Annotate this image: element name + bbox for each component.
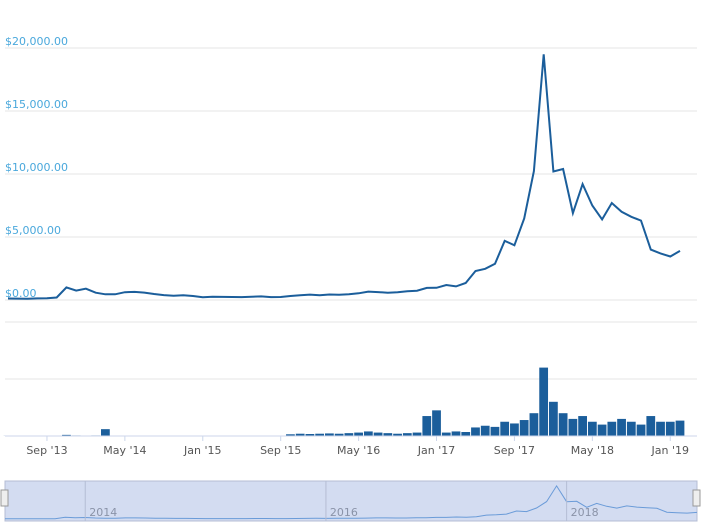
volume-bar [558, 413, 568, 436]
volume-bar [549, 401, 558, 436]
volume-bar [607, 421, 617, 436]
volume-bar [461, 432, 471, 436]
volume-bar [665, 421, 675, 436]
volume-bar [480, 425, 490, 436]
volume-bar [354, 432, 363, 436]
volume-bar [578, 416, 587, 436]
volume-bar [568, 418, 578, 436]
volume-bar [363, 431, 373, 436]
volume-bar [617, 418, 626, 436]
navigator-handle-left[interactable] [0, 489, 9, 507]
navigator-label: 2016 [330, 506, 358, 519]
volume-bar [675, 420, 685, 436]
x-tick-label: Sep '17 [494, 444, 535, 457]
x-tick-label: May '14 [103, 444, 146, 457]
volume-bar [646, 416, 656, 436]
x-tick-label: May '16 [337, 444, 380, 457]
x-tick-label: Sep '15 [260, 444, 301, 457]
x-tick-label: Jan '19 [651, 444, 689, 457]
volume-bar [62, 434, 71, 436]
volume-bar [441, 432, 451, 436]
volume-bar [383, 433, 393, 436]
x-tick-label: Sep '13 [26, 444, 67, 457]
volume-bar [286, 434, 295, 436]
navigator[interactable] [4, 480, 698, 522]
x-tick-label: Jan '15 [183, 444, 221, 457]
volume-bar [373, 432, 383, 436]
volume-bar [422, 416, 432, 436]
volume-bar [305, 434, 315, 436]
volume-bar [315, 433, 325, 436]
y-tick-label: $5,000.00 [5, 224, 61, 237]
y-tick-label: $20,000.00 [5, 35, 68, 48]
volume-bar [587, 421, 597, 436]
volume-bar [656, 421, 665, 436]
volume-bar [402, 433, 412, 436]
volume-bar [500, 421, 510, 436]
volume-bar [626, 421, 636, 436]
volume-bar [325, 433, 334, 436]
volume-bar [393, 433, 402, 436]
volume-bar [334, 433, 344, 436]
volume-bar [101, 429, 110, 436]
y-tick-label: $15,000.00 [5, 98, 68, 111]
volume-bar [451, 431, 461, 436]
navigator-handle-right[interactable] [692, 489, 701, 507]
volume-bar [432, 410, 441, 436]
volume-bar [636, 424, 646, 436]
volume-bar [471, 427, 480, 436]
x-tick-label: May '18 [571, 444, 614, 457]
volume-bar [490, 426, 500, 436]
y-tick-label: $0.00 [5, 287, 37, 300]
volume-bar [539, 367, 549, 436]
navigator-line [5, 484, 698, 520]
price-line [7, 54, 681, 300]
volume-bar [344, 433, 354, 436]
navigator-label: 2014 [89, 506, 117, 519]
volume-bar [519, 420, 529, 436]
volume-bar [295, 433, 305, 436]
navigator-label: 2018 [571, 506, 599, 519]
volume-bar [597, 424, 607, 436]
volume-bar [510, 423, 519, 436]
volume-bar [412, 432, 422, 436]
y-tick-label: $10,000.00 [5, 161, 68, 174]
volume-bar [529, 413, 539, 436]
x-tick-label: Jan '17 [417, 444, 455, 457]
